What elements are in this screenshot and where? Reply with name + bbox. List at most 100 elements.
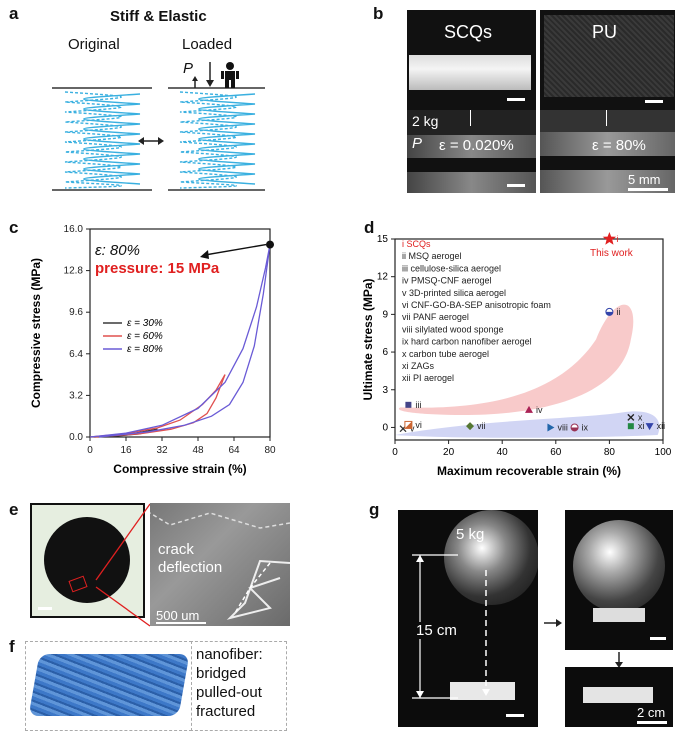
x-tick-label: 40 [497, 447, 509, 458]
legend-label: ε = 60% [127, 331, 163, 342]
crack-label: crack deflection [158, 541, 223, 576]
data-point [525, 405, 533, 413]
data-point [547, 423, 555, 432]
panel-letter-a: a [9, 4, 19, 23]
data-point-label: x [638, 412, 643, 422]
legend-label: ε = 30% [127, 318, 163, 329]
scale-label: 2 cm [637, 705, 666, 720]
photo-scqs-original: SCQs [407, 10, 536, 110]
legend-entry: iv PMSQ-CNF aerogel [402, 276, 492, 286]
data-point-fill [605, 311, 613, 316]
x-axis-label: Compressive strain (%) [113, 462, 246, 476]
region-aerogels-soft [395, 411, 660, 438]
panel-b: b SCQs PU 2 kg P ε = 0.020% ε = 80% 5 mm [370, 0, 693, 200]
scale-bar [645, 100, 663, 103]
annotation-arrow [204, 243, 267, 256]
region-aerogels-stiff [398, 304, 634, 416]
height-label: 15 cm [416, 622, 457, 639]
photo-drop-test: 5 kg 15 cm [398, 510, 538, 727]
panel-e: e crack deflection 500 um [0, 495, 330, 635]
legend-entry: vi CNF-GO-BA-SEP anisotropic foam [402, 300, 551, 310]
data-point-label: vi [415, 420, 422, 430]
scale-bar [506, 714, 524, 717]
panel-f: f nanofiber: bridged pulled-out fracture… [0, 635, 340, 735]
this-work-label: This work [590, 248, 634, 259]
nanofiber-render [25, 641, 192, 731]
x-tick-label: 20 [443, 447, 455, 458]
scale-bar [507, 184, 525, 187]
scale-label: 5 mm [628, 172, 661, 187]
sem-crack-image: crack deflection 500 um [150, 503, 290, 626]
scale-bar [156, 622, 206, 624]
weight-label: 2 kg [412, 113, 439, 129]
label-pu: PU [592, 22, 618, 42]
panel-letter-g: g [369, 500, 380, 519]
y-tick-label: 9.6 [69, 307, 83, 318]
data-point [466, 422, 475, 431]
legend-entry: ii MSQ aerogel [402, 251, 462, 261]
x-tick-label: 80 [604, 447, 616, 458]
x-tick-label: 16 [120, 445, 132, 456]
scale-bar [637, 721, 667, 724]
nanofiber-label-box: nanofiber: bridged pulled-out fractured [190, 641, 287, 731]
legend-label: ε = 80% [127, 344, 163, 355]
person-icon [221, 62, 239, 88]
data-point-label: xi [638, 421, 645, 431]
y-tick-label: 16.0 [64, 224, 84, 235]
annotation-strain: ε: 80% [95, 242, 140, 259]
series-line-unloading [98, 244, 271, 438]
panel-letter-d: d [364, 218, 375, 237]
y-axis-label: Ultimate stress (MPa) [361, 278, 375, 400]
x-tick-label: 48 [192, 445, 204, 456]
legend-entry: xii PI aerogel [402, 373, 454, 383]
strain-scqs: ε = 0.020% [439, 137, 514, 154]
panel-letter-c: c [9, 218, 19, 237]
data-point-label: v [410, 424, 415, 434]
y-tick-label: 0 [382, 422, 388, 433]
panel-a-title: Stiff & Elastic [110, 8, 207, 25]
data-point-label: iii [415, 400, 421, 410]
weight-label: 5 kg [456, 526, 485, 543]
panel-g: g 5 kg 15 cm 2 cm [360, 495, 693, 737]
data-point-label: xii [657, 421, 666, 431]
arrow-down-icon [615, 652, 623, 668]
stress-strain-chart: 0 16 32 48 64 80 0.0 3.2 6.4 9.6 12.8 16.0 Compressi… [29, 224, 276, 476]
data-point [645, 423, 654, 431]
y-tick-label: 3.2 [69, 390, 83, 401]
label-original: Original [68, 36, 120, 53]
photo-ball-on-sample [565, 510, 673, 650]
data-point-label: i [616, 234, 618, 244]
strain-pu: ε = 80% [592, 137, 646, 154]
load-symbol-p: P [412, 135, 423, 152]
panel-d: d 0 20 40 60 80 100 0 3 6 9 12 15 Maximum recoverabl… [350, 215, 693, 485]
photo-scqs-loaded: 2 kg P ε = 0.020% [407, 110, 536, 193]
legend-entry: iii cellulose-silica aerogel [402, 263, 501, 273]
y-tick-label: 12 [377, 272, 389, 283]
data-point-label: ix [582, 422, 589, 432]
data-point-label: vii [477, 421, 486, 431]
spring-diagram [52, 62, 265, 191]
x-tick-label: 64 [228, 445, 240, 456]
data-point-star [602, 232, 617, 245]
zoom-lines [95, 503, 151, 627]
legend-entry: x carbon tube aerogel [402, 349, 489, 359]
y-tick-label: 15 [377, 234, 389, 245]
x-tick-label: 0 [392, 447, 398, 458]
annotation-pressure: pressure: 15 MPa [95, 260, 220, 277]
data-point [405, 401, 412, 408]
y-tick-label: 6 [382, 347, 388, 358]
data-point-label: viii [557, 422, 568, 432]
plot-frame [394, 238, 664, 441]
legend-entry: viii silylated wood sponge [402, 324, 504, 334]
load-symbol-p: P [183, 60, 194, 77]
x-tick-label: 60 [550, 447, 562, 458]
panel-a: a Stiff & Elastic Original Loaded [0, 0, 340, 200]
photo-sample-after: 2 cm [565, 667, 673, 727]
series-line-loading [89, 374, 226, 438]
nanofiber-label: nanofiber: bridged pulled-out fractured [196, 646, 263, 720]
panel-c: c 0 16 32 48 64 80 0.0 3.2 6.4 9.6 12.8 16.0 Compres… [0, 215, 340, 485]
legend-entry: i SCQs [402, 239, 431, 249]
x-tick-label: 80 [264, 445, 276, 456]
data-point-label: iv [536, 405, 543, 415]
x-tick-label: 0 [87, 445, 93, 456]
